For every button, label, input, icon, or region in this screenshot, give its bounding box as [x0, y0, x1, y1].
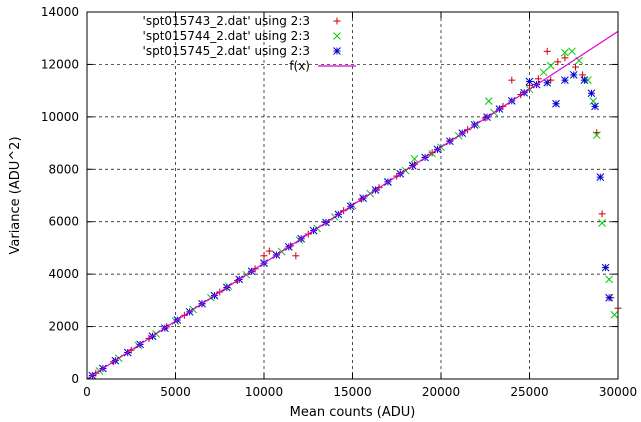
data-point — [569, 71, 578, 79]
data-point — [596, 173, 605, 182]
legend-label: 'spt015744_2.dat' using 2:3 — [143, 29, 310, 43]
data-point — [546, 61, 555, 70]
y-tick-label: 14000 — [41, 5, 79, 19]
data-point — [598, 219, 606, 227]
legend-label: f(x) — [289, 59, 310, 73]
x-tick-label: 5000 — [160, 385, 191, 399]
fit-line — [86, 30, 619, 380]
series-4 — [86, 30, 619, 380]
y-tick-label: 10000 — [41, 110, 79, 124]
data-point — [561, 76, 569, 85]
series-2 — [95, 47, 619, 375]
data-point — [587, 89, 596, 98]
data-point — [547, 76, 555, 84]
data-point — [543, 78, 552, 87]
y-tick-label: 6000 — [48, 215, 79, 229]
data-point — [525, 77, 534, 86]
series-3 — [88, 71, 614, 380]
legend-marker — [333, 32, 341, 40]
y-axis-label: Variance (ADU^2) — [8, 136, 23, 254]
data-point — [508, 76, 516, 84]
y-tick-label: 4000 — [48, 267, 79, 281]
data-point — [610, 310, 619, 319]
x-tick-label: 30000 — [599, 385, 637, 399]
legend: 'spt015743_2.dat' using 2:3'spt015744_2.… — [143, 14, 356, 73]
grid-lines — [87, 12, 618, 379]
data-point — [554, 58, 562, 66]
data-point — [292, 252, 300, 260]
y-tick-label: 2000 — [48, 320, 79, 334]
legend-marker — [333, 17, 341, 25]
x-axis-label: Mean counts (ADU) — [290, 405, 416, 420]
data-point — [410, 154, 419, 163]
data-point — [543, 47, 551, 55]
data-point — [568, 47, 576, 56]
legend-marker — [333, 47, 341, 55]
data-point — [579, 71, 587, 79]
series-1 — [92, 47, 622, 377]
data-point — [598, 210, 606, 218]
data-point — [534, 75, 542, 83]
x-tick-label: 15000 — [333, 385, 371, 399]
y-tick-label: 8000 — [48, 162, 79, 176]
data-point — [572, 63, 580, 71]
y-tick-label: 12000 — [41, 57, 79, 71]
x-tick-label: 0 — [83, 385, 91, 399]
legend-label: 'spt015745_2.dat' using 2:3 — [143, 44, 310, 58]
plot-series — [86, 30, 622, 380]
x-tick-label: 25000 — [510, 385, 548, 399]
data-point — [584, 76, 592, 85]
data-point — [561, 54, 569, 62]
data-point — [601, 263, 610, 272]
data-point — [591, 102, 599, 111]
data-point — [580, 76, 589, 85]
data-point — [589, 97, 598, 105]
axis-ticks: 0 5000 10000 15000 20000 25000 30000 0 2000 4000 6… — [41, 5, 637, 399]
data-point — [539, 68, 548, 77]
y-tick-label: 0 — [71, 372, 79, 386]
data-point — [561, 48, 569, 57]
data-point — [552, 99, 560, 108]
data-point — [484, 97, 493, 105]
data-point — [605, 293, 614, 302]
data-point — [260, 252, 268, 260]
x-tick-label: 10000 — [245, 385, 283, 399]
data-point — [592, 131, 601, 140]
data-point — [605, 275, 614, 284]
x-tick-label: 20000 — [422, 385, 460, 399]
legend-label: 'spt015743_2.dat' using 2:3 — [143, 14, 310, 28]
data-point — [265, 247, 273, 255]
